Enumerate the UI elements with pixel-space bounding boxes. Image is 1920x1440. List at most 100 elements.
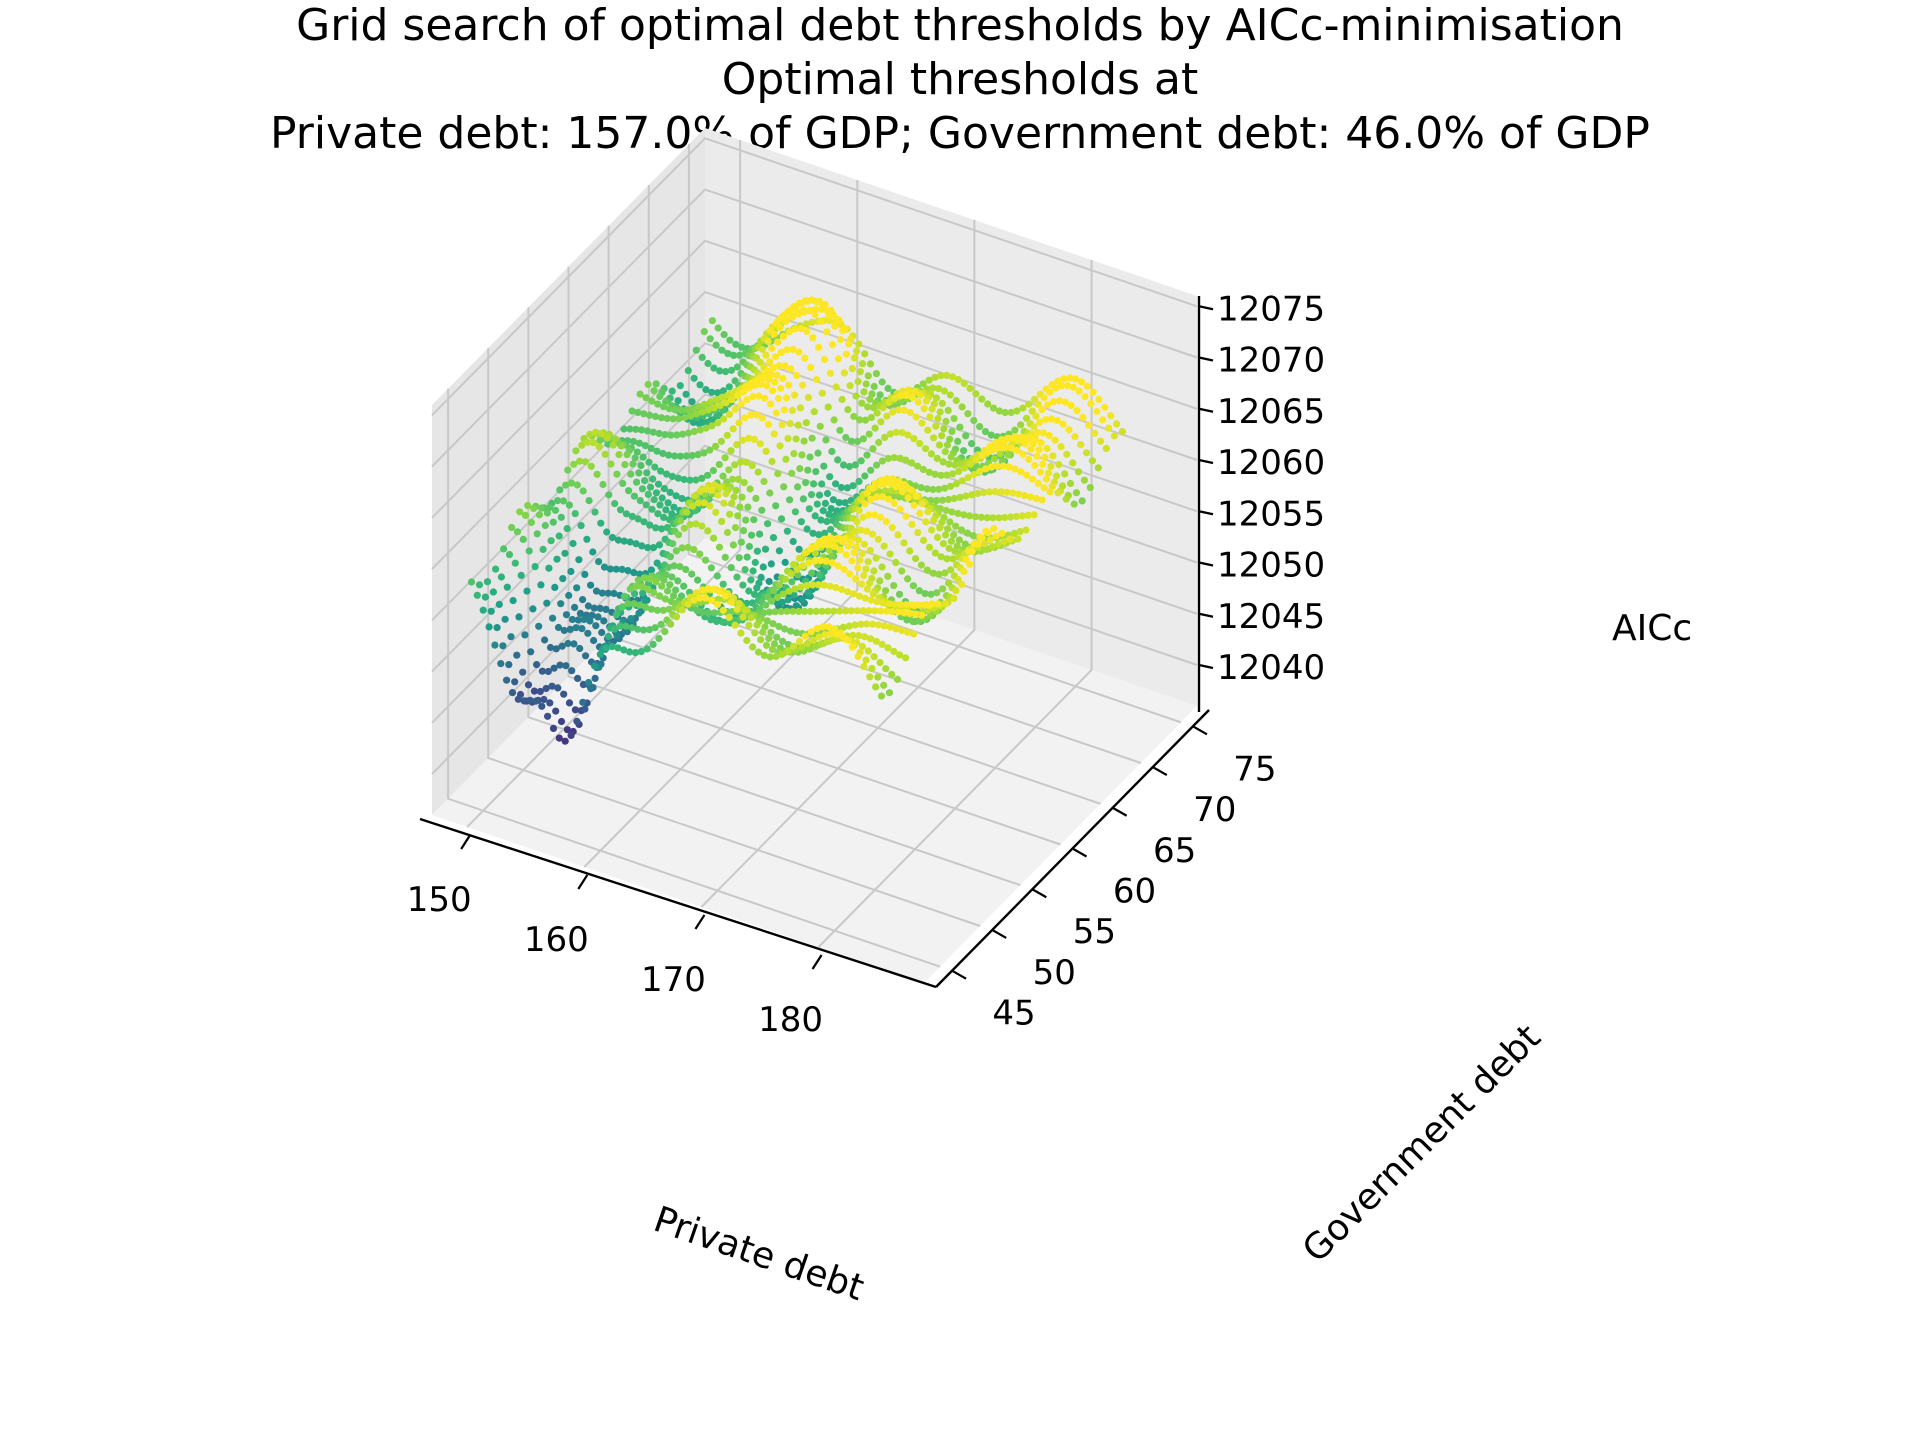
- surface-point: [735, 351, 744, 359]
- surface-point: [1017, 468, 1025, 476]
- surface-point: [741, 414, 749, 422]
- surface-point: [669, 592, 678, 600]
- surface-point: [805, 505, 813, 513]
- surface-point: [865, 511, 873, 519]
- surface-point: [639, 589, 647, 597]
- surface-point: [900, 609, 908, 617]
- surface-point: [786, 496, 794, 504]
- surface-point: [676, 382, 684, 390]
- surface-point: [546, 699, 554, 707]
- surface-point: [727, 366, 736, 374]
- surface-point: [952, 522, 960, 530]
- surface-point: [896, 505, 904, 513]
- surface-point: [680, 524, 688, 532]
- surface-point: [630, 437, 638, 446]
- surface-point: [696, 381, 704, 389]
- surface-point: [863, 489, 871, 497]
- surface-point: [688, 570, 696, 578]
- surface-point: [1043, 444, 1051, 453]
- surface-point: [741, 566, 749, 574]
- surface-point: [680, 582, 688, 590]
- surface-point: [808, 318, 816, 326]
- surface-point: [1046, 388, 1054, 396]
- surface-point: [538, 504, 546, 512]
- surface-point: [738, 343, 746, 351]
- x-gridline: [583, 180, 859, 868]
- surface-point: [612, 611, 621, 619]
- data-surface: [467, 296, 1126, 745]
- surface-point: [889, 408, 897, 416]
- surface-point: [787, 570, 795, 578]
- surface-point: [933, 533, 942, 542]
- surface-point: [896, 601, 905, 609]
- surface-point: [550, 664, 558, 672]
- surface-point: [1094, 464, 1102, 472]
- surface-point: [991, 488, 999, 496]
- surface-point: [552, 645, 560, 653]
- surface-point: [935, 441, 944, 449]
- surface-point: [549, 724, 558, 733]
- surface-point: [870, 382, 878, 391]
- surface-point: [863, 585, 872, 593]
- surface-point: [799, 562, 807, 570]
- surface-point: [647, 605, 656, 613]
- surface-point: [866, 635, 875, 643]
- surface-point: [682, 390, 690, 398]
- surface-point: [785, 328, 794, 336]
- surface-point: [914, 398, 922, 406]
- surface-point: [766, 358, 774, 366]
- surface-point: [710, 534, 718, 542]
- surface-point: [863, 620, 871, 628]
- surface-point: [592, 428, 600, 436]
- surface-point: [762, 641, 771, 649]
- surface-point: [546, 643, 555, 652]
- surface-point: [655, 429, 663, 438]
- surface-point: [807, 363, 815, 372]
- surface-point: [650, 588, 658, 597]
- surface-point: [982, 545, 991, 554]
- surface-point: [731, 524, 740, 532]
- surface-point: [1015, 490, 1023, 498]
- surface-point: [749, 567, 757, 575]
- surface-point: [565, 591, 573, 600]
- surface-point: [825, 311, 833, 319]
- y-tick-label: 75: [1233, 749, 1276, 789]
- surface-point: [1033, 428, 1042, 437]
- surface-point: [660, 576, 668, 584]
- surface-point: [968, 440, 976, 448]
- surface-point: [1048, 482, 1056, 490]
- surface-point: [864, 558, 872, 566]
- surface-point: [777, 607, 785, 616]
- surface-point: [624, 600, 632, 608]
- surface-point: [789, 560, 798, 569]
- surface-point: [645, 626, 654, 634]
- surface-point: [747, 411, 755, 419]
- surface-point: [877, 607, 885, 615]
- surface-point: [663, 414, 671, 423]
- surface-point: [640, 410, 648, 418]
- surface-point: [1009, 489, 1017, 497]
- surface-point: [640, 518, 648, 526]
- surface-point: [948, 508, 956, 516]
- surface-point: [837, 336, 845, 344]
- surface-point: [855, 506, 863, 514]
- surface-point: [645, 458, 653, 466]
- surface-point: [742, 516, 750, 524]
- surface-point: [663, 470, 671, 478]
- surface-point: [795, 637, 804, 645]
- surface-point: [830, 416, 838, 424]
- surface-point: [762, 447, 770, 455]
- surface-point: [657, 620, 665, 629]
- surface-point: [1034, 479, 1042, 488]
- surface-point: [871, 607, 879, 615]
- surface-point: [879, 493, 887, 501]
- surface-point: [595, 443, 603, 451]
- surface-point: [825, 623, 833, 631]
- surface-point: [751, 558, 759, 567]
- surface-point: [544, 667, 552, 676]
- surface-point: [745, 434, 753, 442]
- surface-point: [812, 376, 821, 384]
- surface-point: [808, 434, 816, 442]
- surface-point: [601, 450, 609, 458]
- surface-point: [618, 603, 626, 611]
